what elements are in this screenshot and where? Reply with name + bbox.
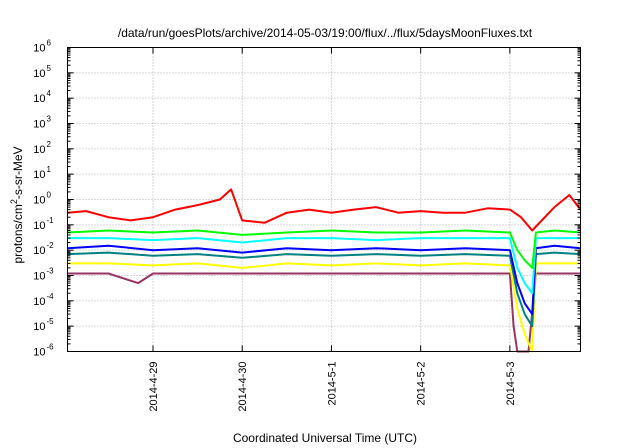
series-group bbox=[67, 188, 582, 353]
y-axis-label-units: -s-sr-MeV bbox=[11, 146, 25, 199]
y-axis-label-main: protons/cm bbox=[11, 204, 25, 263]
y-tick-label: 106 bbox=[33, 39, 51, 55]
y-tick-exponent: -6 bbox=[47, 343, 55, 352]
x-tick-label: 2014-4-29 bbox=[148, 362, 160, 412]
series-line bbox=[67, 237, 581, 295]
series-line bbox=[67, 272, 581, 353]
y-tick-base: 10 bbox=[33, 195, 45, 207]
y-tick-label: 105 bbox=[33, 64, 51, 80]
y-tick-base: 10 bbox=[33, 271, 45, 283]
y-tick-label: 10-6 bbox=[33, 343, 54, 359]
series-line bbox=[67, 251, 581, 328]
y-tick-exponent: 5 bbox=[47, 64, 52, 73]
x-axis-label: Coordinated Universal Time (UTC) bbox=[233, 431, 417, 445]
y-tick-label: 10-3 bbox=[33, 267, 54, 283]
y-tick-label: 100 bbox=[33, 191, 51, 207]
y-tick-exponent: -5 bbox=[47, 317, 55, 326]
y-axis-label: protons/cm2-s-sr-MeV bbox=[9, 146, 25, 263]
y-tick-label: 10-1 bbox=[33, 216, 54, 232]
y-tick-base: 10 bbox=[33, 321, 45, 333]
y-tick-base: 10 bbox=[33, 119, 45, 131]
y-tick-exponent: 4 bbox=[47, 89, 52, 98]
x-tick-label: 2014-4-30 bbox=[237, 362, 249, 412]
y-tick-exponent: 3 bbox=[47, 115, 52, 124]
series-line bbox=[67, 229, 581, 269]
y-tick-exponent: 0 bbox=[47, 191, 52, 200]
y-tick-exponent: 1 bbox=[47, 165, 52, 174]
y-tick-label: 10-4 bbox=[33, 292, 54, 308]
y-tick-exponent: -4 bbox=[47, 292, 55, 301]
y-tick-base: 10 bbox=[33, 43, 45, 55]
grid bbox=[67, 47, 581, 352]
x-tick-label: 2014-5-2 bbox=[416, 362, 428, 406]
y-tick-base: 10 bbox=[33, 93, 45, 105]
y-tick-base: 10 bbox=[33, 296, 45, 308]
x-tick-label: 2014-5-1 bbox=[326, 362, 338, 406]
chart-title: /data/run/goesPlots/archive/2014-05-03/1… bbox=[118, 26, 533, 40]
y-tick-base: 10 bbox=[33, 144, 45, 156]
y-tick-base: 10 bbox=[33, 68, 45, 80]
y-axis-label-superscript: 2 bbox=[9, 199, 19, 204]
y-tick-label: 104 bbox=[33, 89, 51, 105]
series-line bbox=[67, 188, 582, 232]
x-tick-label: 2014-5-3 bbox=[505, 362, 517, 406]
y-tick-base: 10 bbox=[33, 220, 45, 232]
y-tick-label: 103 bbox=[33, 115, 51, 131]
x-axis-ticks: 2014-4-29 2014-4-30 2014-5-1 2014-5-2 2014-5… bbox=[148, 47, 517, 412]
y-tick-label: 10-5 bbox=[33, 317, 54, 333]
y-tick-base: 10 bbox=[33, 245, 45, 257]
y-tick-exponent: -2 bbox=[47, 241, 55, 250]
y-tick-label: 102 bbox=[33, 140, 51, 156]
series-line bbox=[67, 262, 581, 353]
y-tick-exponent: -1 bbox=[47, 216, 55, 225]
y-tick-exponent: 6 bbox=[47, 39, 52, 48]
y-tick-base: 10 bbox=[33, 347, 45, 359]
y-axis-ticks: 10610510410310210110010-110-210-310-410-… bbox=[33, 39, 581, 359]
series-line bbox=[67, 244, 581, 316]
y-tick-exponent: -3 bbox=[47, 267, 55, 276]
y-tick-base: 10 bbox=[33, 169, 45, 181]
y-tick-exponent: 2 bbox=[47, 140, 52, 149]
plot-frame bbox=[67, 47, 581, 352]
y-tick-label: 10-2 bbox=[33, 241, 54, 257]
y-tick-label: 101 bbox=[33, 165, 51, 181]
